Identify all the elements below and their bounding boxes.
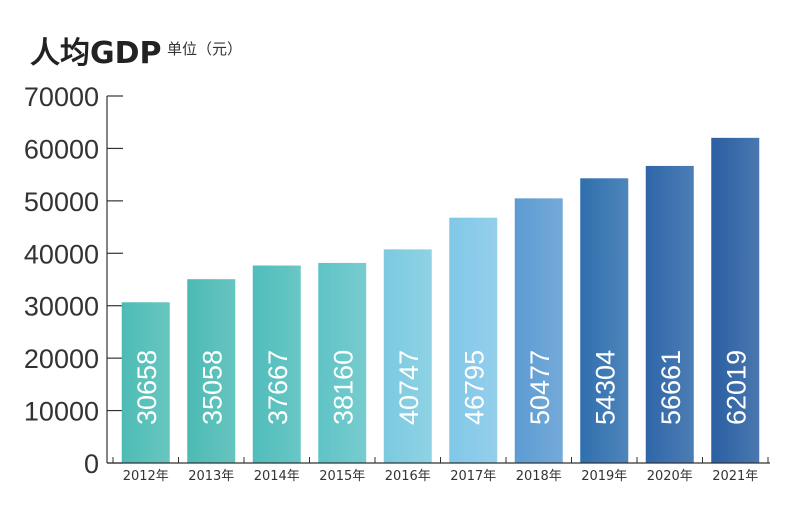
x-tick-label: 2014年 xyxy=(254,469,300,484)
bar-1 xyxy=(187,279,236,463)
x-tick-label: 2017年 xyxy=(450,469,496,484)
y-tick-label: 70000 xyxy=(24,82,99,112)
y-tick-label: 50000 xyxy=(24,187,99,217)
y-tick-label: 40000 xyxy=(24,239,99,269)
x-tick-label: 2015年 xyxy=(319,469,365,484)
x-tick-label: 2016年 xyxy=(385,469,431,484)
x-tick-label: 2013年 xyxy=(188,469,234,484)
x-tick-label: 2021年 xyxy=(712,469,758,484)
y-tick-label: 0 xyxy=(84,449,99,479)
bar-value-label: 30658 xyxy=(132,350,162,425)
bar-8 xyxy=(645,165,694,463)
unit-label: 单位（元） xyxy=(167,40,243,58)
bar-value-label: 37667 xyxy=(263,350,293,425)
bar-value-label: 62019 xyxy=(721,350,751,425)
bar-5 xyxy=(449,217,498,463)
x-tick-label: 2019年 xyxy=(581,469,627,484)
x-tick-label: 2018年 xyxy=(516,469,562,484)
bar-3 xyxy=(318,262,367,463)
bar-value-label: 54304 xyxy=(590,350,620,425)
bar-0 xyxy=(121,302,170,463)
y-tick-label: 10000 xyxy=(24,397,99,427)
y-tick-label: 20000 xyxy=(24,344,99,374)
bar-value-label: 35058 xyxy=(197,350,227,425)
bar-6 xyxy=(514,198,563,463)
y-tick-label: 60000 xyxy=(24,134,99,164)
bar-value-label: 50477 xyxy=(525,350,555,425)
x-axis: 2012年 2013年 2014年 2015年 2016年 2017年 2018年 2019年… xyxy=(107,457,770,484)
bar-value-label: 40747 xyxy=(394,350,424,425)
y-axis: 0 10000 20000 30000 40000 50000 60000 70000 xyxy=(24,82,123,479)
bars: 30658 35058 37667 38160 40747 46795 50477 54304… xyxy=(121,137,760,464)
bar-2 xyxy=(252,265,301,463)
x-tick-label: 2012年 xyxy=(123,469,169,484)
bar-4 xyxy=(383,249,432,463)
x-tick-label: 2020年 xyxy=(647,469,693,484)
bar-value-label: 56661 xyxy=(656,350,686,425)
bar-9 xyxy=(711,137,760,463)
bar-value-label: 46795 xyxy=(459,350,489,425)
bar-value-label: 38160 xyxy=(328,350,358,425)
chart-title: 人均GDP xyxy=(30,36,162,71)
y-tick-label: 30000 xyxy=(24,292,99,322)
bar-7 xyxy=(580,178,629,464)
